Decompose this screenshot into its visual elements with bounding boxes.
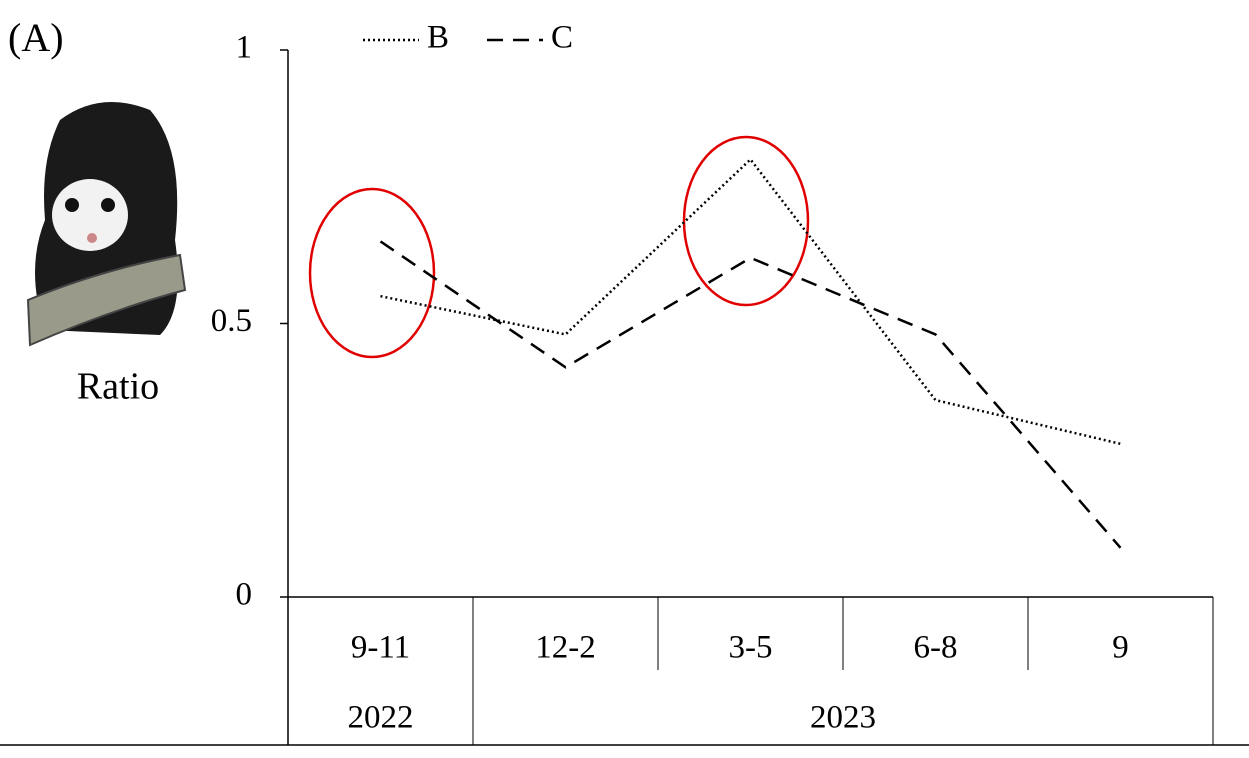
x-tick-label: 6-8 [914, 630, 958, 666]
series-line [379, 240, 1122, 549]
y-tick-label: 1 [236, 30, 253, 66]
y-axis-label: Ratio [77, 366, 159, 408]
x-tick-label: 9-11 [351, 630, 410, 666]
highlight-circle [682, 135, 810, 307]
y-tick-label: 0 [236, 577, 253, 613]
series-line [380, 157, 1121, 446]
x-tick-label: 12-2 [535, 630, 596, 666]
panel-label: (A) [8, 15, 64, 60]
group-label: 2022 [348, 700, 414, 736]
group-label: 2023 [810, 700, 876, 736]
highlight-circle [308, 187, 436, 359]
x-tick-label: 3-5 [729, 630, 773, 666]
y-tick-label: 0.5 [211, 303, 252, 339]
animal-illustration [26, 102, 187, 347]
legend-label: C [551, 20, 573, 56]
x-tick-label: 9 [1112, 630, 1129, 666]
legend-label: B [427, 20, 449, 56]
